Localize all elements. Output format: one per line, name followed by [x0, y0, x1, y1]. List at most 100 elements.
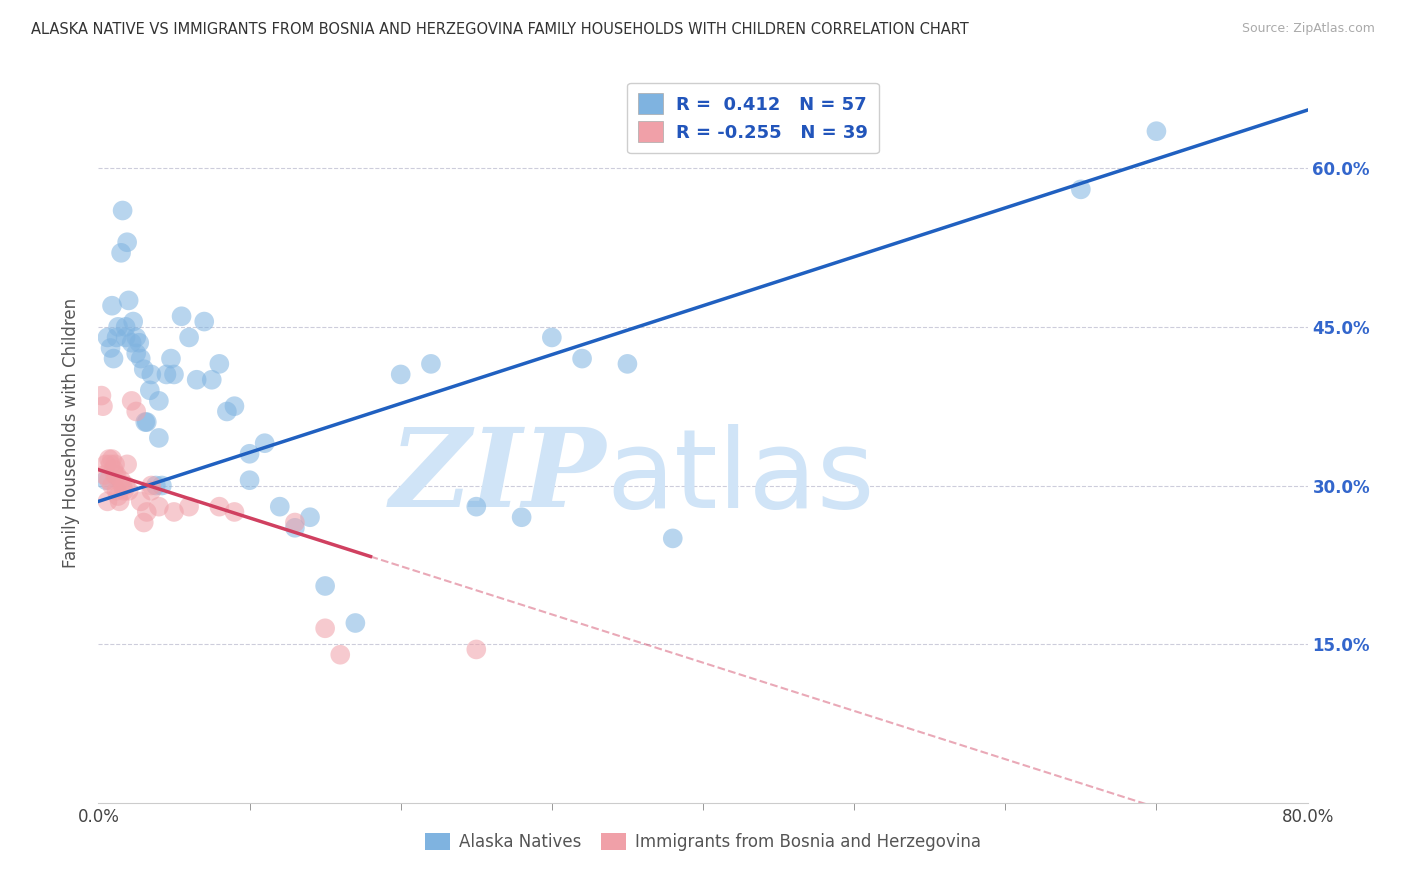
Point: [114, 319, 136, 334]
Point: [155, 368, 177, 382]
Point: [284, 516, 307, 530]
Point: [1144, 124, 1167, 138]
Point: [93, 467, 115, 482]
Point: [98, 452, 121, 467]
Point: [141, 483, 163, 498]
Point: [420, 357, 443, 371]
Point: [465, 500, 488, 514]
Point: [510, 510, 533, 524]
Point: [121, 335, 143, 350]
Text: atlas: atlas: [606, 424, 875, 531]
Point: [121, 393, 143, 408]
Point: [114, 330, 136, 344]
Point: [125, 404, 148, 418]
Point: [104, 458, 127, 472]
Point: [208, 500, 231, 514]
Text: ALASKA NATIVE VS IMMIGRANTS FROM BOSNIA AND HERZEGOVINA FAMILY HOUSEHOLDS WITH C: ALASKA NATIVE VS IMMIGRANTS FROM BOSNIA …: [31, 22, 969, 37]
Point: [465, 642, 488, 657]
Point: [148, 500, 170, 514]
Point: [193, 314, 215, 328]
Point: [96, 330, 118, 344]
Point: [104, 467, 127, 482]
Point: [145, 478, 167, 492]
Y-axis label: Family Households with Children: Family Households with Children: [62, 298, 80, 567]
Point: [284, 521, 307, 535]
Point: [122, 314, 145, 328]
Point: [179, 330, 201, 344]
Point: [170, 310, 193, 324]
Point: [344, 615, 367, 630]
Point: [163, 368, 186, 382]
Point: [139, 384, 162, 398]
Point: [100, 458, 122, 472]
Point: [108, 494, 131, 508]
Point: [150, 478, 173, 492]
Point: [314, 579, 336, 593]
Point: [160, 351, 183, 366]
Point: [100, 341, 122, 355]
Point: [111, 203, 134, 218]
Point: [107, 319, 129, 334]
Point: [299, 510, 322, 524]
Point: [661, 532, 683, 546]
Point: [129, 494, 152, 508]
Point: [224, 505, 246, 519]
Point: [115, 235, 138, 250]
Point: [179, 500, 201, 514]
Point: [105, 467, 128, 482]
Point: [90, 388, 112, 402]
Point: [239, 447, 262, 461]
Point: [101, 452, 124, 467]
Point: [105, 330, 128, 344]
Point: [201, 373, 224, 387]
Point: [616, 357, 638, 371]
Point: [103, 351, 125, 366]
Point: [141, 478, 163, 492]
Text: Source: ZipAtlas.com: Source: ZipAtlas.com: [1241, 22, 1375, 36]
Point: [125, 330, 148, 344]
Point: [148, 393, 170, 408]
Point: [94, 473, 117, 487]
Point: [135, 415, 157, 429]
Point: [134, 415, 156, 429]
Point: [132, 516, 155, 530]
Point: [224, 399, 246, 413]
Point: [91, 399, 114, 413]
Point: [105, 483, 128, 498]
Point: [163, 505, 186, 519]
Point: [110, 245, 132, 260]
Point: [101, 299, 124, 313]
Point: [111, 478, 134, 492]
Point: [329, 648, 352, 662]
Point: [269, 500, 291, 514]
Point: [114, 478, 136, 492]
Point: [132, 362, 155, 376]
Point: [239, 473, 262, 487]
Point: [107, 489, 129, 503]
Point: [129, 351, 152, 366]
Point: [135, 505, 157, 519]
Text: ZIP: ZIP: [389, 424, 606, 531]
Point: [571, 351, 593, 366]
Point: [128, 335, 150, 350]
Point: [118, 483, 141, 498]
Point: [186, 373, 208, 387]
Point: [314, 621, 336, 635]
Point: [1070, 182, 1092, 196]
Point: [540, 330, 562, 344]
Point: [215, 404, 238, 418]
Point: [115, 458, 138, 472]
Legend: Alaska Natives, Immigrants from Bosnia and Herzegovina: Alaska Natives, Immigrants from Bosnia a…: [419, 826, 987, 857]
Point: [101, 478, 124, 492]
Point: [94, 458, 117, 472]
Point: [96, 494, 118, 508]
Point: [208, 357, 231, 371]
Point: [148, 431, 170, 445]
Point: [253, 436, 276, 450]
Point: [110, 473, 132, 487]
Point: [103, 462, 125, 476]
Point: [112, 483, 135, 498]
Point: [118, 293, 141, 308]
Point: [98, 473, 121, 487]
Point: [389, 368, 412, 382]
